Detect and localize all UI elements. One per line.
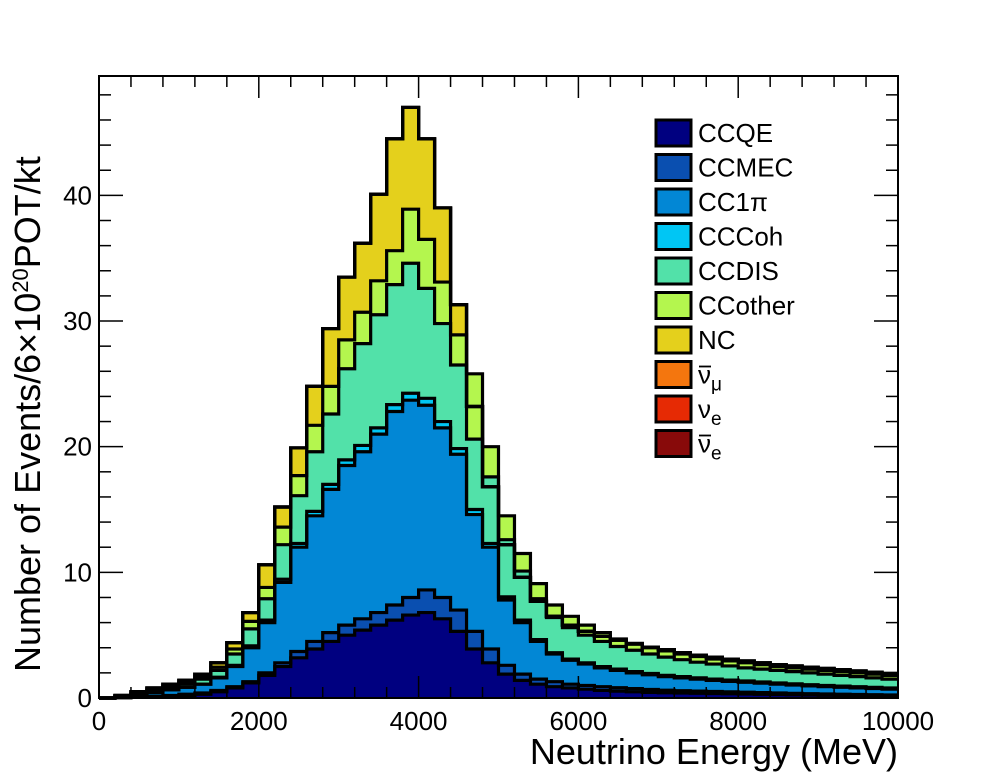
series-0-fill [99,612,898,698]
legend-label: CCQE [698,118,773,148]
legend-label: νμ [698,360,722,396]
y-tick-label: 20 [63,432,92,462]
x-tick-label: 10000 [862,706,934,736]
legend-label: CCCoh [698,222,783,252]
legend-label-subscript: e [711,444,722,465]
legend-swatch [654,291,693,320]
y-axis-label: Number of Events/6×1020POT/kt [7,156,48,672]
legend-swatch [654,325,693,355]
x-tick-label: 4000 [390,706,448,736]
x-tick-label: 2000 [230,706,288,736]
legend-entry: CCother [654,291,795,321]
x-tick-labels: 0 2000 4000 6000 8000 10000 [92,706,934,736]
y-tick-label: 0 [78,683,92,713]
legend-entry: νe [654,394,722,430]
legend-label-symbol: ν [698,394,711,424]
legend-entry: νe [654,429,722,465]
legend-label: CC1π [698,187,768,217]
legend-entry: CCCoh [654,222,783,252]
legend-swatch [654,256,693,286]
x-tick-label: 6000 [549,706,607,736]
y-axis-label-main: Number of Events/6×10 [7,293,48,672]
legend-entry: νμ [654,360,722,396]
legend-label: NC [698,325,736,355]
legend-label: νe [698,394,722,430]
series-1-outline [99,588,898,700]
legend-swatch [654,187,693,217]
legend-label: νe [698,429,722,465]
y-axis-label-units: POT/kt [7,156,48,268]
legend-entry: CCDIS [654,256,779,286]
y-tick-label: 40 [63,180,92,210]
legend-entry: CC1π [654,187,768,217]
series-3-outline [99,391,898,700]
legend-label-subscript: μ [711,375,722,396]
legend-swatch [654,394,693,424]
legend-entry: CCQE [654,118,773,148]
legend-label-subscript: e [711,409,722,430]
y-tick-labels: 0 10 20 30 40 [63,180,92,713]
legend-label: CCMEC [698,153,793,183]
legend-swatch [654,222,693,251]
legend-swatch [654,429,693,458]
legend-swatch [654,153,693,182]
legend-entry: NC [654,325,736,355]
legend-label-symbol: ν [698,429,711,459]
y-tick-label: 30 [63,306,92,336]
stack-outlines [99,105,898,700]
legend-label: CCDIS [698,256,779,286]
plot-frame [98,75,899,699]
x-tick-label: 0 [92,706,106,736]
y-axis-label-exponent: 20 [8,268,33,292]
legend-label: CCother [698,291,795,321]
x-axis-label: Neutrino Energy (MeV) [530,731,898,772]
y-tick-label: 10 [63,557,92,587]
x-tick-label: 8000 [709,706,767,736]
axis-ticks [98,76,899,699]
stack-fills [99,107,898,699]
legend-entry: CCMEC [654,153,793,183]
series-9-outline [99,105,898,700]
series-5-outline [99,207,898,700]
legend-label-symbol: ν [698,360,711,390]
legend-swatch [654,360,693,389]
legend-swatch [654,118,693,148]
